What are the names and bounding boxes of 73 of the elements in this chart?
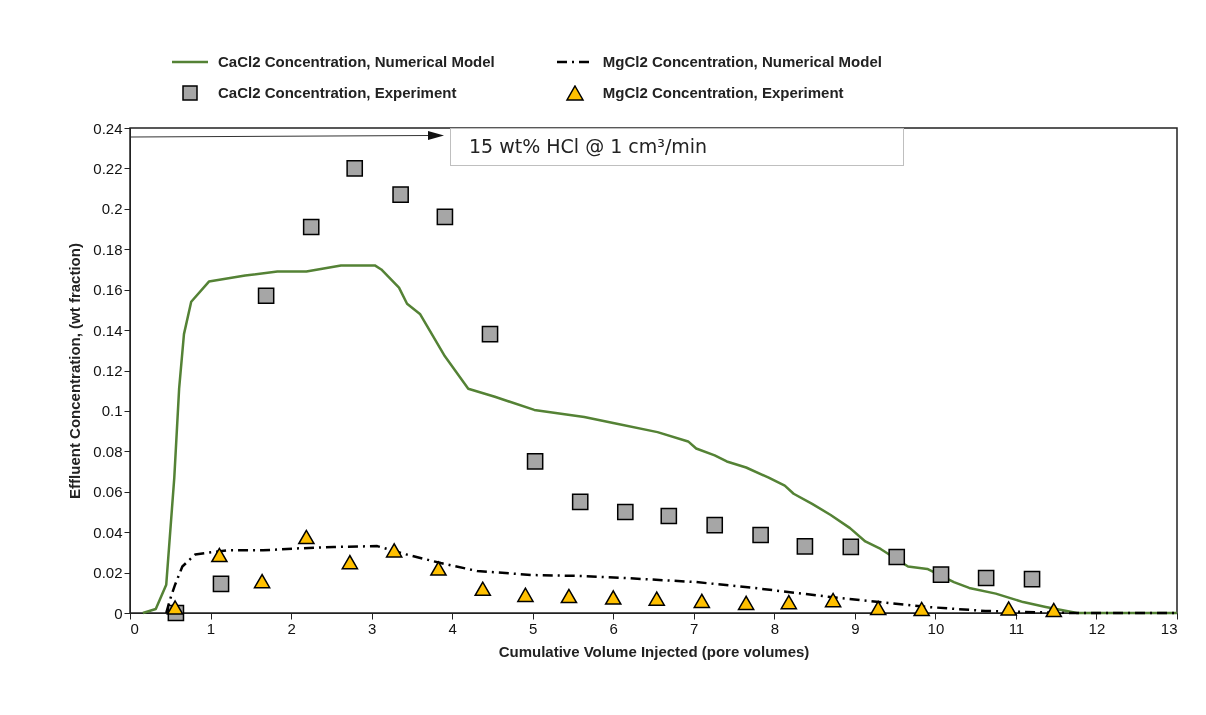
x-tick-label: 11 xyxy=(1008,619,1025,637)
y-tick-label: 0.24 xyxy=(93,119,123,137)
x-tick-label: 1 xyxy=(206,619,216,637)
y-tick-label: 0.04 xyxy=(93,523,123,541)
legend-label: MgCl2 Concentration, Experiment xyxy=(602,84,844,101)
point xyxy=(1045,602,1063,618)
point xyxy=(211,547,228,563)
point xyxy=(977,569,995,587)
point xyxy=(257,287,275,305)
point xyxy=(1000,601,1018,616)
y-tick-label: 0.06 xyxy=(93,483,123,501)
x-axis-title: Cumulative Volume Injected (pore volumes) xyxy=(498,642,810,660)
point xyxy=(346,160,364,177)
x-tick-label: 2 xyxy=(287,619,296,637)
x-tick-label: 0 xyxy=(130,619,139,637)
point xyxy=(430,561,447,576)
x-tick-label: 8 xyxy=(770,619,779,637)
point xyxy=(1023,570,1041,588)
point xyxy=(298,529,315,545)
y-tick-label: 0.2 xyxy=(101,200,123,218)
point xyxy=(517,587,534,603)
y-tick-label: 0.08 xyxy=(93,442,123,460)
point xyxy=(166,600,184,615)
legend-label: MgCl2 Concentration, Numerical Model xyxy=(602,53,882,70)
y-tick-label: 0.18 xyxy=(93,240,123,258)
y-tick-label: 0.1 xyxy=(101,402,123,420)
point xyxy=(392,186,409,204)
point xyxy=(648,591,666,606)
y-tick-label: 0.22 xyxy=(93,159,123,177)
x-tick-label: 7 xyxy=(690,619,699,637)
point xyxy=(780,594,798,610)
y-tick-label: 0.02 xyxy=(93,564,123,582)
point xyxy=(571,493,589,511)
point xyxy=(660,507,678,525)
x-tick-label: 3 xyxy=(367,619,377,637)
x-tick-label: 10 xyxy=(927,619,945,637)
point xyxy=(693,593,711,609)
point xyxy=(474,581,492,597)
point xyxy=(752,526,769,544)
y-tick-label: 0.12 xyxy=(93,362,123,379)
point xyxy=(526,453,544,470)
y-tick-label: 0 xyxy=(114,604,123,622)
point xyxy=(888,548,906,566)
point xyxy=(302,218,320,236)
x-tick-label: 6 xyxy=(609,619,618,637)
point xyxy=(604,590,622,605)
point xyxy=(706,516,724,534)
point xyxy=(842,538,860,556)
point xyxy=(869,600,887,616)
point xyxy=(913,601,931,617)
x-tick-label: 13 xyxy=(1160,619,1178,637)
x-tick-label: 5 xyxy=(529,619,538,637)
annotation: 15 wt% HCl @ 1 cm³/min xyxy=(450,128,904,166)
x-tick-label: 12 xyxy=(1088,619,1106,637)
point xyxy=(824,592,842,608)
point xyxy=(796,537,814,555)
point xyxy=(212,575,230,593)
point xyxy=(341,554,359,570)
point xyxy=(932,566,950,583)
y-tick-label: 0.14 xyxy=(93,321,123,339)
point xyxy=(481,325,499,343)
point xyxy=(436,208,454,226)
point xyxy=(616,503,634,521)
point xyxy=(560,588,578,604)
point xyxy=(253,573,271,589)
y-tick-label: 0.16 xyxy=(93,281,123,299)
x-tick-label: 9 xyxy=(851,619,860,637)
x-tick-label: 4 xyxy=(448,619,457,637)
y-axis-title: Effluent Concentration, (wt fraction) xyxy=(66,243,84,499)
point xyxy=(737,595,755,611)
legend-label: CaCl2 Concentration, Numerical Model xyxy=(218,53,495,70)
legend-label: CaCl2 Concentration, Experiment xyxy=(218,84,457,101)
point xyxy=(385,543,403,558)
